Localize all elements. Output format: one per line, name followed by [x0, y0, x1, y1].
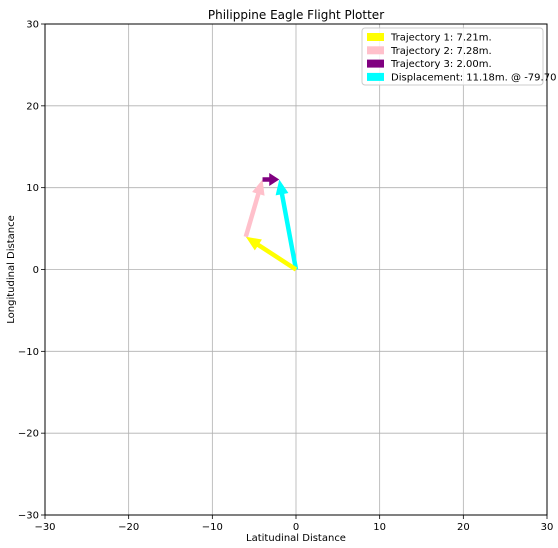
y-tick-label: −20: [18, 429, 39, 440]
y-axis-label: Longitudinal Distance: [6, 215, 17, 324]
arrows: [243, 172, 299, 272]
x-tick-label: −10: [202, 522, 223, 533]
y-tick-label: 20: [26, 101, 39, 112]
x-tick-label: 0: [293, 522, 299, 533]
vector-arrow-1: [245, 236, 298, 272]
x-tick-label: 10: [373, 522, 386, 533]
vector-arrow-2: [243, 179, 265, 238]
legend-label: Trajectory 1: 7.21m.: [390, 33, 492, 44]
y-tick-label: −30: [18, 511, 39, 522]
x-tick-label: −20: [118, 522, 139, 533]
legend-label: Trajectory 2: 7.28m.: [390, 46, 492, 57]
legend-swatch: [367, 46, 384, 55]
x-tick-label: −30: [34, 522, 55, 533]
legend: Trajectory 1: 7.21m. Trajectory 2: 7.28m.…: [361, 27, 556, 86]
y-axis-ticks: −30 −20 −10 0 10 20 30: [18, 20, 45, 522]
vector-arrow-4: [275, 179, 299, 270]
vector-arrow-3: [262, 172, 280, 186]
x-tick-label: 30: [541, 522, 554, 533]
y-tick-label: 10: [26, 183, 39, 194]
legend-swatch: [367, 33, 384, 41]
legend-label: Displacement: 11.18m. @ -79.70: [391, 72, 556, 83]
y-tick-label: 0: [33, 265, 39, 276]
chart-title: Philippine Eagle Flight Plotter: [208, 8, 384, 22]
y-tick-label: −10: [18, 347, 39, 358]
legend-swatch: [367, 59, 384, 68]
legend-label: Trajectory 3: 2.00m.: [390, 59, 492, 70]
x-axis-ticks: −30 −20 −10 0 10 20 30: [34, 515, 553, 533]
legend-box: [361, 27, 544, 86]
y-tick-label: 30: [26, 20, 39, 31]
legend-swatch: [367, 72, 384, 81]
x-tick-label: 20: [457, 522, 470, 533]
x-axis-label: Latitudinal Distance: [246, 533, 346, 544]
